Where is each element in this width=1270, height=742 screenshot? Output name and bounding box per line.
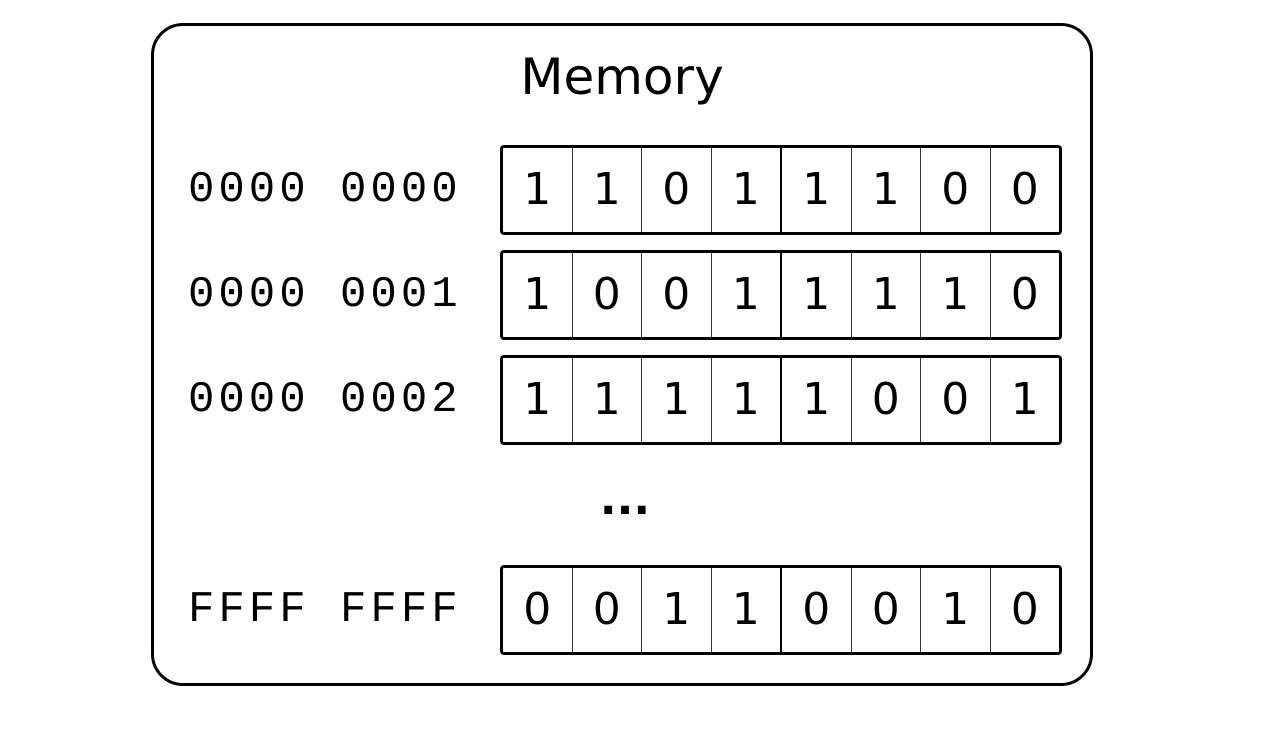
memory-address: FFFF FFFF [188,585,462,635]
memory-row: 0000 0002 1 1 1 1 1 0 0 1 [0,355,1270,445]
memory-bit: 0 [1010,269,1039,320]
memory-address: 0000 0001 [188,270,462,320]
memory-bit: 1 [782,253,852,337]
memory-row: FFFF FFFF 0 0 1 1 0 0 1 0 [0,565,1270,655]
memory-address: 0000 0000 [188,165,462,215]
memory-bit: 1 [782,148,852,232]
memory-bit: 1 [712,568,782,652]
memory-bit: 1 [712,148,782,232]
memory-bit: 0 [852,568,921,652]
memory-bit: 1 [1010,374,1039,425]
memory-bit: 1 [921,253,991,337]
memory-bit: 1 [503,148,573,232]
memory-bit: 0 [921,148,991,232]
memory-bit: 1 [921,568,991,652]
memory-bit: 0 [1010,164,1039,215]
memory-bit: 1 [852,253,921,337]
memory-bit: 1 [712,358,782,442]
memory-byte: 1 0 0 1 1 1 1 0 [500,250,1062,340]
memory-bit: 0 [852,358,921,442]
memory-bit: 1 [852,148,921,232]
ellipsis: ... [599,474,651,525]
memory-bit: 0 [1010,584,1039,635]
memory-bit: 1 [782,358,852,442]
memory-bit: 0 [642,253,712,337]
memory-byte: 0 0 1 1 0 0 1 0 [500,565,1062,655]
memory-bit: 1 [642,358,712,442]
memory-byte: 1 1 1 1 1 0 0 1 [500,355,1062,445]
memory-bit: 1 [642,568,712,652]
memory-bit: 1 [573,148,642,232]
memory-bit: 0 [503,568,573,652]
memory-bit: 0 [642,148,712,232]
memory-bit: 1 [712,253,782,337]
memory-container [151,23,1093,686]
memory-bit: 0 [573,253,642,337]
memory-title: Memory [520,48,724,106]
memory-bit: 1 [503,253,573,337]
memory-bit: 0 [573,568,642,652]
memory-bit: 1 [573,358,642,442]
memory-address: 0000 0002 [188,375,462,425]
memory-bit: 1 [503,358,573,442]
memory-row: 0000 0001 1 0 0 1 1 1 1 0 [0,250,1270,340]
memory-row: 0000 0000 1 1 0 1 1 1 0 0 [0,145,1270,235]
memory-bit: 0 [782,568,852,652]
memory-byte: 1 1 0 1 1 1 0 0 [500,145,1062,235]
memory-bit: 0 [921,358,991,442]
